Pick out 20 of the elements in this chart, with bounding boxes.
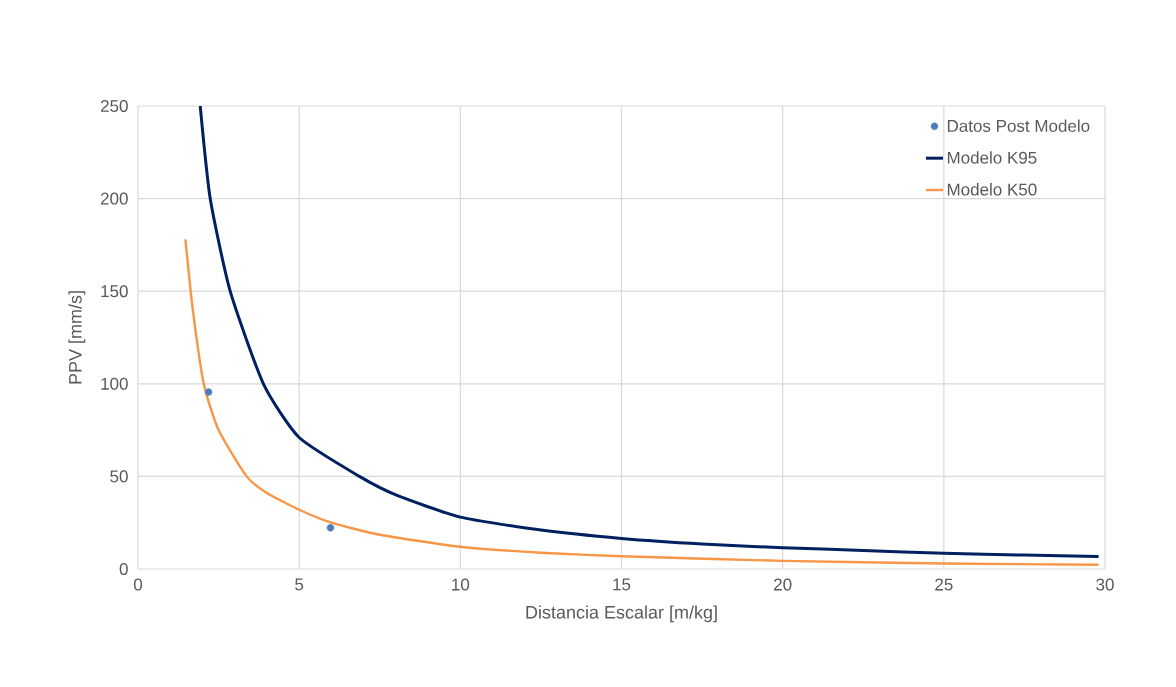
legend-label: Modelo K95: [947, 151, 1037, 164]
legend-label: Modelo K50: [947, 183, 1037, 196]
y-tick-label: 250: [100, 99, 128, 113]
line-series: [184, 238, 1100, 566]
y-tick-label: 150: [101, 285, 128, 298]
y-tick-label: 200: [100, 192, 128, 205]
x-tick-label: 0: [133, 578, 143, 591]
x-tick-label: 25: [935, 578, 953, 591]
x-tick-label: 20: [774, 578, 792, 591]
x-tick-label: 30: [1096, 578, 1114, 591]
y-tick-label: 50: [110, 470, 128, 483]
y-tick-label: 100: [101, 377, 128, 390]
legend-label: Datos Post Modelo: [947, 119, 1090, 132]
x-tick-label: 15: [613, 578, 631, 591]
x-tick-label: 10: [452, 578, 470, 591]
x-axis-title: Distancia Escalar [m/kg]: [526, 605, 717, 623]
y-tick-label: 0: [119, 562, 128, 576]
line-series: [198, 105, 1101, 559]
y-axis-title: PPV [mm/s]: [68, 291, 86, 384]
x-tick-label: 5: [295, 578, 304, 591]
